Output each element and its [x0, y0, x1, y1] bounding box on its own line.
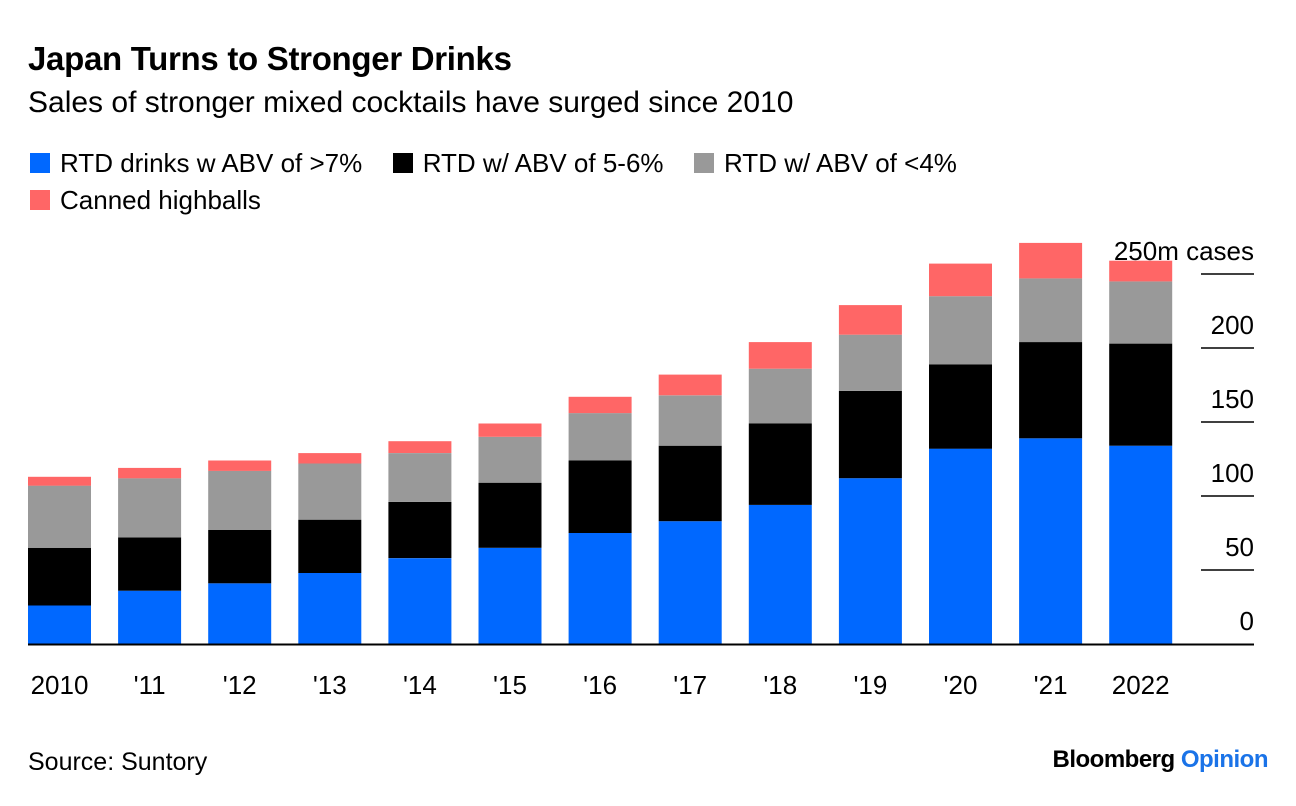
bar-3-2	[118, 478, 182, 538]
legend-label-rtd-lt4: RTD w/ ABV of <4%	[724, 147, 957, 178]
y-tick-label-150: 150	[1211, 384, 1254, 414]
legend-item-rtd-lt4: RTD w/ ABV of <4%	[694, 148, 957, 178]
bar-2-7	[568, 460, 632, 533]
legend-swatch-rtd-gt7	[30, 153, 50, 173]
legend-item-rtd-5-6: RTD w/ ABV of 5-6%	[392, 147, 664, 178]
bar-2-3	[208, 530, 272, 584]
bar-3-9	[748, 368, 812, 424]
bar-1-4	[298, 573, 362, 644]
bar-2-9	[748, 423, 812, 505]
bar-2-10	[838, 390, 902, 479]
source-note: Source: Suntory	[28, 748, 208, 776]
bar-4-3	[208, 460, 272, 471]
bar-4-4	[298, 453, 362, 464]
bar-3-3	[208, 470, 272, 530]
bar-3-4	[298, 463, 362, 520]
bar-1-8	[658, 521, 722, 644]
x-tick-label-10: '19	[853, 670, 887, 700]
bar-4-1	[28, 476, 91, 486]
y-tick-label-250: 250m cases	[1114, 236, 1254, 266]
bar-2-13	[1109, 343, 1173, 446]
bar-4-7	[568, 396, 632, 414]
bar-4-10	[838, 305, 902, 335]
y-tick-label-200: 200	[1211, 310, 1254, 340]
x-tick-label-11: '20	[944, 670, 978, 700]
legend-item-rtd-gt7: RTD drinks w ABV of >7%	[30, 148, 362, 178]
y-tick-label-0: 0	[1240, 606, 1254, 636]
bar-3-5	[388, 453, 452, 502]
bar-3-13	[1109, 281, 1173, 344]
chart-subtitle: Sales of stronger mixed cocktails have s…	[28, 86, 794, 119]
bar-2-2	[118, 537, 182, 591]
bar-4-9	[748, 342, 812, 369]
legend-item-highballs: Canned highballs	[30, 185, 261, 215]
x-tick-label-12: '21	[1034, 670, 1068, 700]
legend-label-highballs: Canned highballs	[60, 184, 261, 215]
bar-4-13	[1109, 260, 1173, 282]
bar-4-8	[658, 374, 722, 396]
bar-3-6	[478, 436, 542, 483]
bar-3-7	[568, 413, 632, 461]
x-tick-label-7: '16	[583, 670, 617, 700]
x-tick-label-2: '11	[134, 670, 166, 700]
bar-2-12	[1019, 342, 1083, 439]
legend-label-rtd-5-6: RTD w/ ABV of 5-6%	[422, 147, 664, 178]
legend-label-rtd-gt7: RTD drinks w ABV of >7%	[60, 147, 363, 178]
bar-2-5	[388, 501, 452, 559]
y-tick-label-100: 100	[1211, 458, 1254, 488]
bloomberg-opinion-logo: Bloomberg Opinion	[1053, 746, 1269, 774]
bar-1-11	[929, 448, 992, 644]
bar-4-11	[929, 263, 992, 297]
bar-3-12	[1019, 278, 1083, 342]
brand-section: Opinion	[1180, 746, 1269, 773]
x-tick-label-8: '17	[673, 670, 707, 700]
bar-3-1	[28, 485, 91, 548]
bar-2-11	[929, 364, 992, 449]
bar-4-12	[1019, 242, 1083, 279]
bar-2-4	[298, 519, 362, 573]
x-tick-label-5: '14	[403, 670, 437, 700]
x-tick-label-3: '12	[223, 670, 257, 700]
y-tick-label-50: 50	[1225, 532, 1254, 562]
legend-swatch-rtd-lt4	[694, 153, 714, 173]
bar-1-6	[478, 547, 542, 644]
bar-1-12	[1019, 438, 1083, 644]
bar-3-8	[658, 395, 722, 446]
legend: RTD drinks w ABV of >7% RTD w/ ABV of 5-…	[30, 148, 1130, 222]
bar-1-1	[28, 605, 91, 644]
x-tick-label-6: '15	[493, 670, 527, 700]
brand-name: Bloomberg	[1052, 746, 1176, 773]
x-tick-label-4: '13	[313, 670, 347, 700]
bar-1-3	[208, 583, 272, 644]
bar-4-5	[388, 441, 452, 453]
bar-1-7	[568, 533, 632, 644]
bar-4-6	[478, 423, 542, 437]
bar-3-11	[929, 296, 992, 365]
x-tick-label-13: 2022	[1112, 670, 1170, 700]
bar-4-2	[118, 467, 182, 479]
x-tick-label-1: 2010	[31, 670, 89, 700]
legend-swatch-highballs	[30, 190, 50, 210]
bar-1-9	[748, 504, 812, 644]
chart-title: Japan Turns to Stronger Drinks	[28, 40, 512, 77]
bar-1-13	[1109, 445, 1173, 644]
bar-1-2	[118, 590, 182, 644]
bar-2-8	[658, 445, 722, 522]
legend-swatch-rtd-5-6	[392, 153, 413, 173]
bar-1-10	[838, 478, 902, 644]
bar-3-10	[838, 334, 902, 391]
bar-2-6	[478, 482, 542, 548]
bar-1-5	[388, 558, 452, 644]
x-tick-label-9: '18	[763, 670, 797, 700]
bar-2-1	[28, 547, 91, 606]
